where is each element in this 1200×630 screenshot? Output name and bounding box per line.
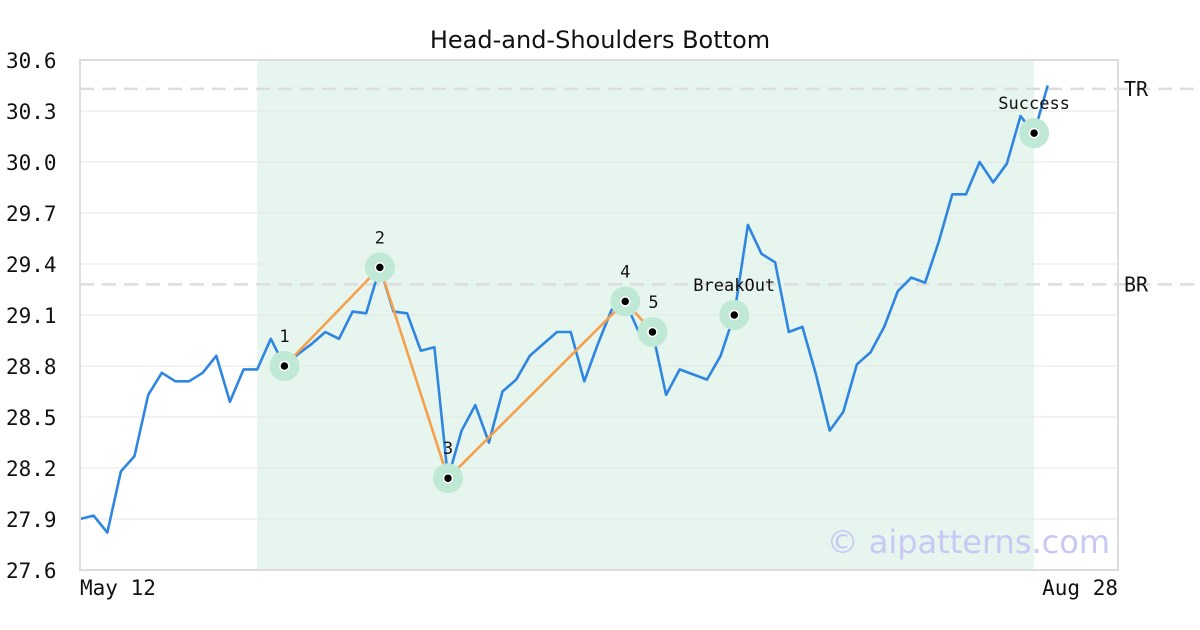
price-line: [79, 85, 1049, 534]
pattern-point-1-marker: [279, 360, 290, 372]
pattern-point-2-marker: [374, 262, 386, 273]
y-tick-label: 29.1: [6, 304, 57, 328]
y-tick-label: 30.3: [6, 100, 57, 124]
pattern-point-5-marker: [647, 326, 658, 338]
chart-title: Head-and-Shoulders Bottom: [430, 26, 770, 54]
level-label-tr: TR: [1124, 77, 1149, 101]
y-tick-label: 30.0: [6, 151, 57, 175]
pattern-point-1-label: 1: [279, 327, 289, 347]
y-tick-label: 30.6: [6, 49, 57, 73]
y-tick-label: 28.5: [6, 406, 57, 430]
watermark: © aipatterns.com: [827, 523, 1110, 561]
signal-breakout-marker: [728, 309, 740, 321]
y-tick-label: 28.8: [6, 355, 57, 379]
pattern-point-4-marker: [619, 296, 631, 307]
y-tick-label: 27.6: [6, 559, 57, 583]
signal-success-label: Success: [998, 94, 1070, 114]
pattern-point-3-marker: [442, 472, 454, 484]
y-tick-label: 29.4: [6, 253, 57, 277]
pattern-point-2-label: 2: [375, 228, 385, 248]
plot-frame: [79, 59, 1119, 571]
x-tick-end: Aug 28: [1042, 576, 1118, 600]
y-tick-label: 27.9: [6, 508, 57, 532]
pattern-point-3-label: 3: [443, 439, 453, 459]
y-axis-ticks: 27.6 27.9 28.2 28.5 28.8 29.1 29.4 29.7 30.0 30.3…: [6, 49, 57, 583]
pattern-point-4-label: 4: [620, 262, 630, 282]
y-tick-label: 28.2: [6, 457, 57, 481]
y-tick-label: 29.7: [6, 202, 57, 226]
level-lines: TR BR: [80, 77, 1200, 296]
price-series: [79, 85, 1049, 534]
pattern-point-5-label: 5: [648, 293, 658, 313]
level-label-br: BR: [1124, 272, 1149, 296]
signal-success-marker: [1028, 127, 1040, 139]
x-tick-start: May 12: [80, 576, 156, 600]
signal-breakout-label: BreakOut: [693, 276, 775, 296]
pattern-points: 1 2 3 45 BreakOut Success: [269, 94, 1070, 494]
